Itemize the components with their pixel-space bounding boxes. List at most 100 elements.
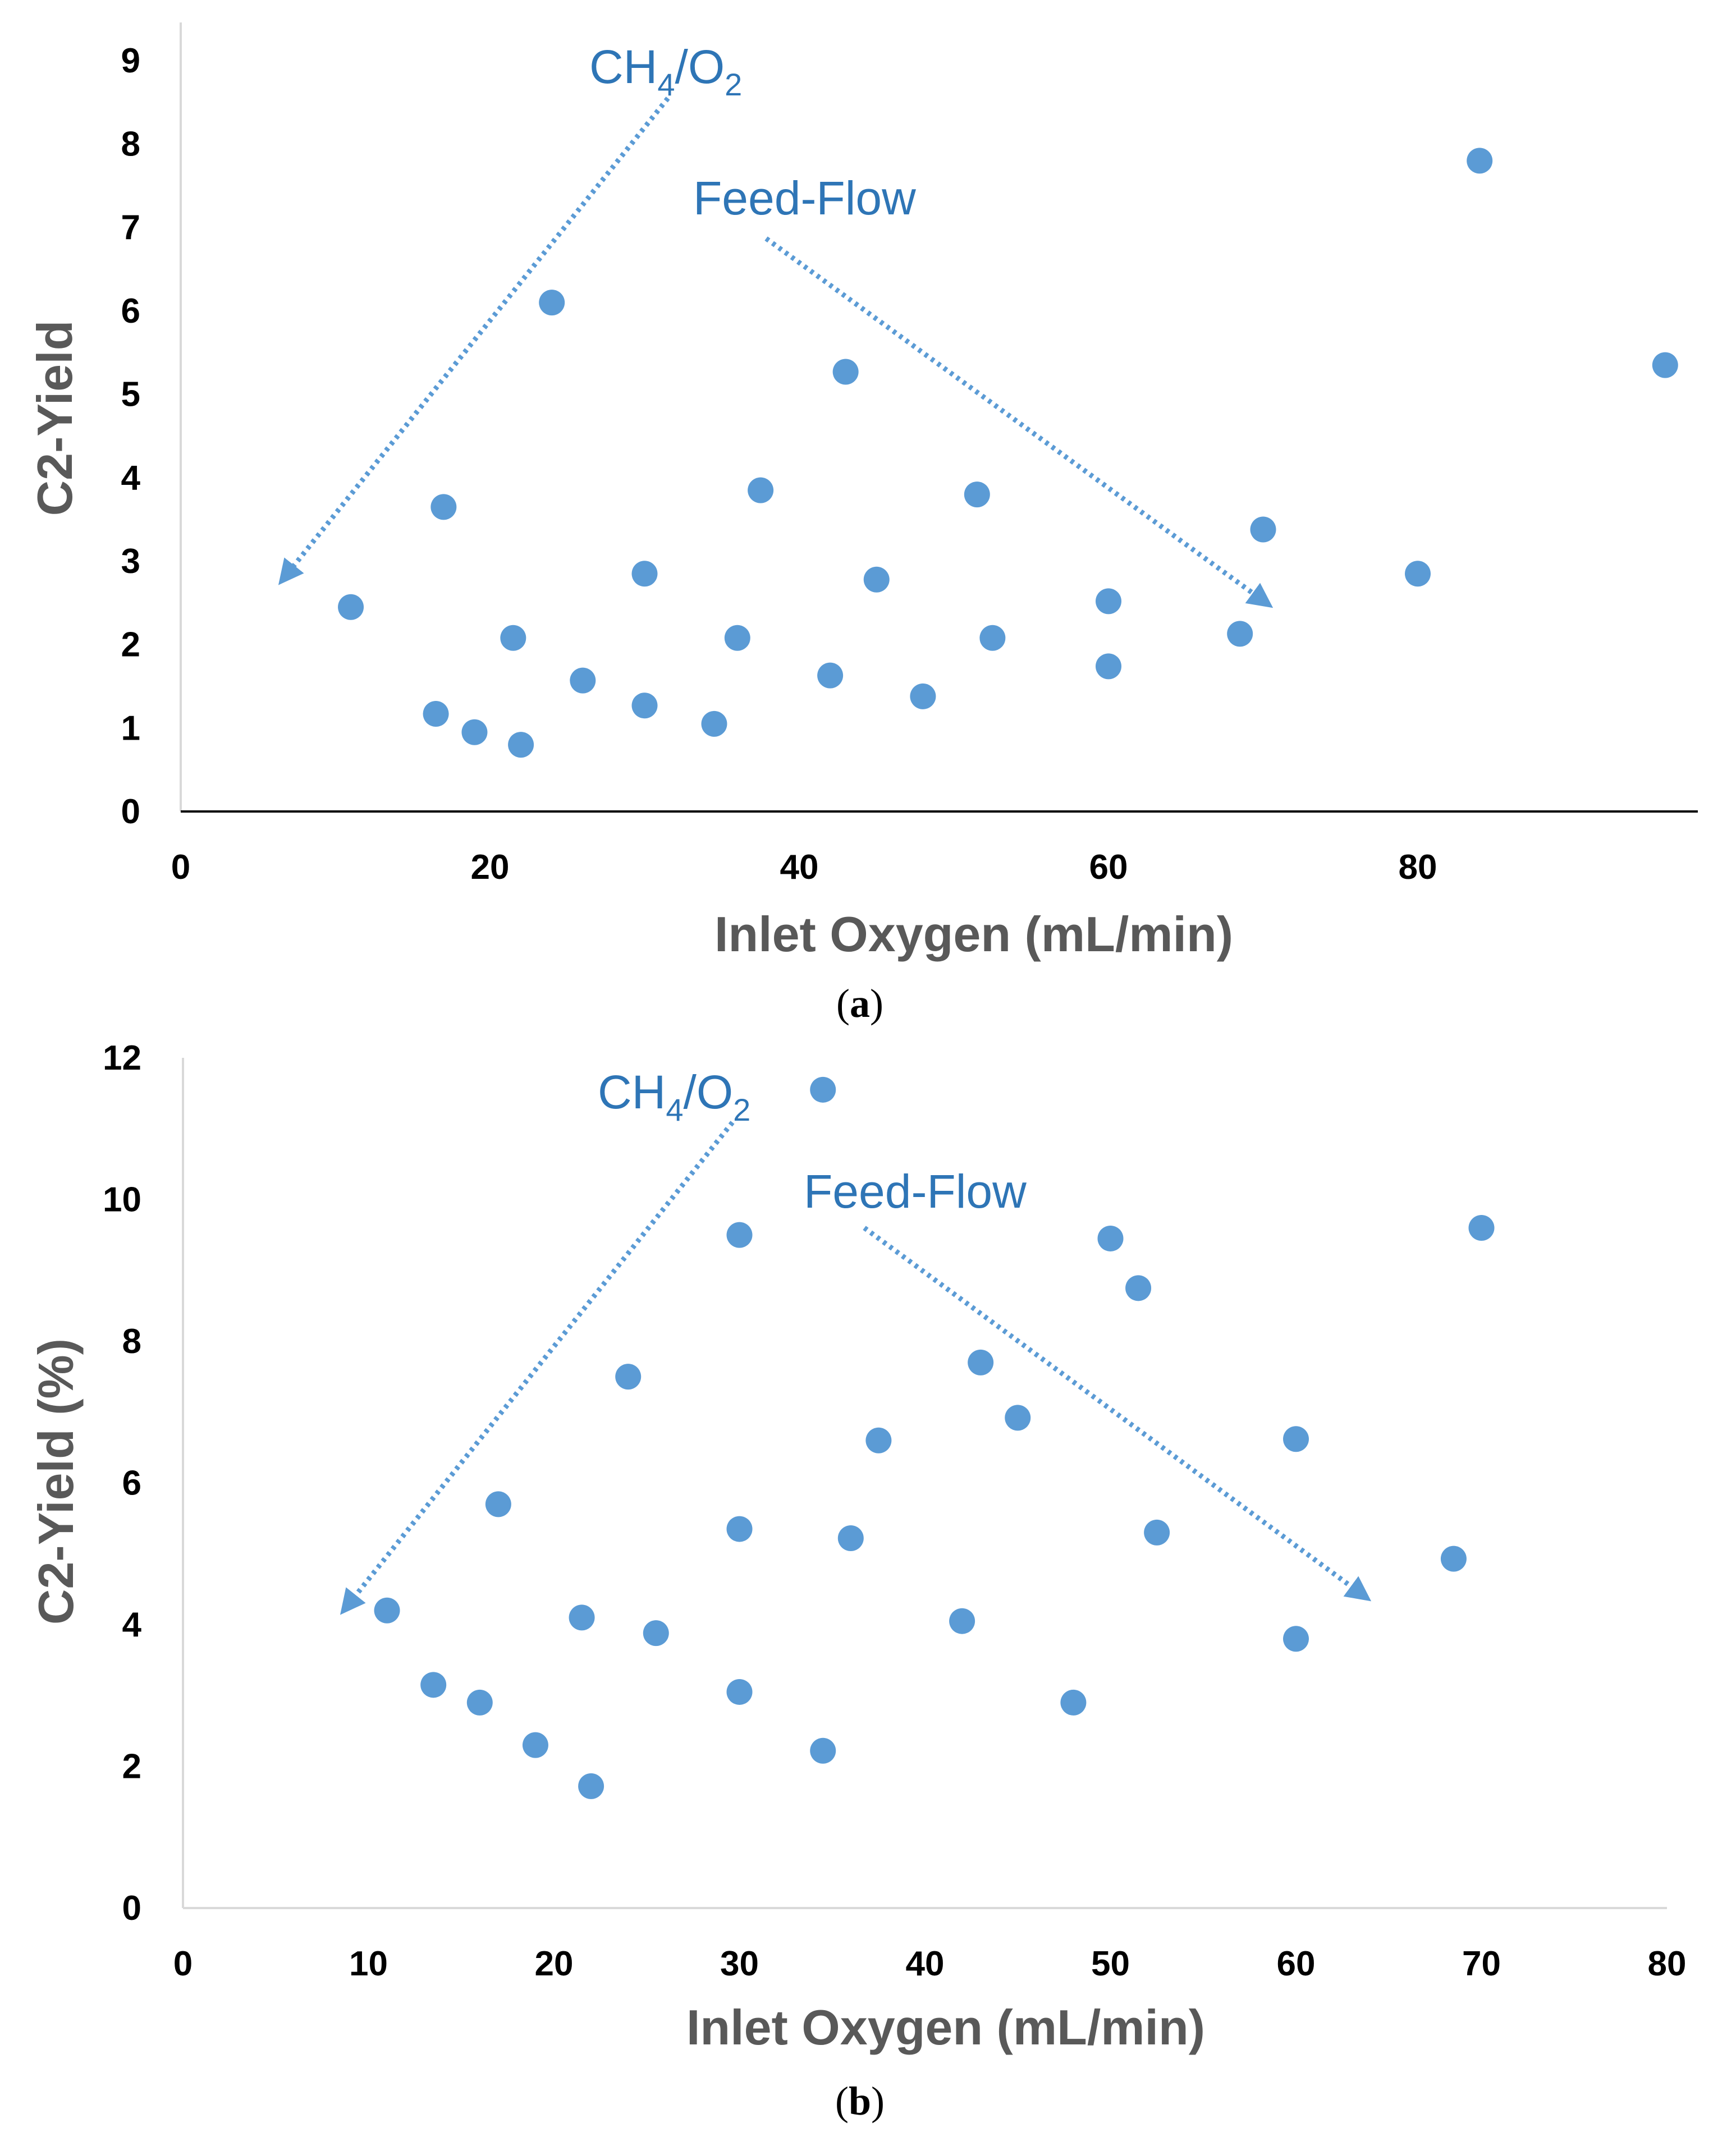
data-point [964, 481, 990, 508]
data-point [817, 662, 844, 689]
y-tick-label: 2 [122, 1748, 141, 1786]
y-axis-title-a: C2-Yield [27, 320, 83, 516]
scatter-points-a [338, 148, 1678, 758]
data-point [430, 494, 457, 520]
data-point [1125, 1275, 1152, 1301]
data-point [420, 1672, 447, 1698]
data-point [701, 710, 727, 737]
data-point [748, 477, 774, 503]
data-point [1283, 1426, 1309, 1452]
data-point [338, 594, 364, 620]
y-tick-label: 10 [103, 1181, 141, 1219]
ch4-o2-label-a: CH4/O2 [589, 40, 742, 102]
y-tick-label: 4 [122, 1606, 142, 1644]
y-tick-label: 6 [122, 1464, 141, 1503]
scatter-points-b [374, 1076, 1495, 1799]
chart-panel-a: 0 1 2 3 4 5 6 7 8 9 0 20 40 60 80 CH4/O2 Feed-Flow In… [27, 22, 1698, 1026]
data-point [1468, 1215, 1495, 1241]
feed-flow-arrow-a [764, 236, 1274, 608]
y-tick-label: 12 [103, 1039, 141, 1077]
data-point [1096, 588, 1121, 614]
data-point [979, 625, 1006, 651]
y-tick-label: 9 [121, 42, 140, 80]
x-tick-label: 60 [1089, 848, 1128, 887]
data-point [615, 1364, 642, 1390]
chart-panel-b: 0 2 4 6 8 10 12 0 10 20 30 40 50 60 70 80 CH4/O2 Feed-… [28, 1039, 1686, 2124]
y-tick-label: 5 [121, 375, 140, 414]
x-tick-label: 30 [720, 1945, 759, 1983]
data-point [910, 683, 936, 709]
data-point [1097, 1225, 1124, 1251]
ch4-o2-arrow-b [340, 1121, 735, 1615]
data-point [423, 701, 449, 727]
feed-flow-label-a: Feed-Flow [693, 172, 916, 224]
data-point [485, 1491, 511, 1517]
data-point [726, 1679, 753, 1705]
data-point [1144, 1519, 1170, 1546]
data-point [1227, 621, 1253, 647]
x-tick-label: 70 [1462, 1945, 1501, 1983]
y-tick-label: 8 [121, 125, 140, 164]
data-point [461, 719, 488, 745]
panel-caption-a: (a) [836, 981, 883, 1026]
y-tick-label: 0 [122, 1889, 141, 1928]
y-tick-label: 8 [122, 1322, 141, 1361]
x-tick-label: 20 [535, 1945, 574, 1983]
y-axis-ticks-b: 0 2 4 6 8 10 12 [103, 1039, 141, 1928]
y-tick-label: 7 [121, 208, 140, 247]
data-point [1405, 561, 1431, 587]
data-point [726, 1222, 753, 1248]
x-axis-title-b: Inlet Oxygen (mL/min) [686, 2000, 1205, 2055]
data-point [643, 1620, 669, 1647]
data-point [1467, 148, 1493, 174]
x-tick-label: 40 [906, 1945, 945, 1983]
x-tick-label: 20 [471, 848, 510, 887]
y-tick-label: 6 [121, 292, 140, 331]
data-point [726, 1516, 753, 1542]
x-tick-label: 0 [171, 848, 190, 887]
data-point [1005, 1405, 1031, 1431]
y-tick-label: 4 [121, 458, 141, 497]
x-tick-label: 0 [173, 1945, 193, 1983]
data-point [578, 1773, 604, 1799]
data-point [832, 359, 859, 385]
data-point [810, 1076, 836, 1103]
data-point [968, 1349, 994, 1375]
x-tick-label: 40 [780, 848, 819, 887]
x-tick-label: 80 [1648, 1945, 1687, 1983]
ch4-o2-arrow-a [278, 97, 670, 585]
data-point [374, 1597, 400, 1624]
data-point [1060, 1689, 1087, 1716]
data-point [949, 1608, 975, 1634]
y-tick-label: 0 [121, 792, 140, 831]
data-point [1096, 653, 1121, 680]
x-tick-label: 50 [1091, 1945, 1130, 1983]
y-axis-ticks-a: 0 1 2 3 4 5 6 7 8 9 [121, 42, 141, 831]
data-point [466, 1689, 493, 1716]
data-point [539, 290, 565, 316]
x-tick-label: 10 [349, 1945, 388, 1983]
data-point [724, 625, 750, 651]
data-point [810, 1737, 836, 1764]
x-axis-ticks-a: 0 20 40 60 80 [171, 848, 1437, 887]
data-point [570, 667, 596, 694]
data-point [631, 693, 658, 719]
data-point [837, 1525, 864, 1551]
data-point [1440, 1546, 1467, 1572]
x-tick-label: 80 [1399, 848, 1437, 887]
y-axis-title-b: C2-Yield (%) [28, 1338, 84, 1625]
data-point [1652, 352, 1678, 378]
ch4-o2-label-b: CH4/O2 [598, 1066, 750, 1127]
y-tick-label: 3 [121, 542, 140, 581]
data-point [1283, 1626, 1309, 1652]
data-point [863, 566, 890, 593]
x-axis-title-a: Inlet Oxygen (mL/min) [714, 906, 1233, 962]
data-point [508, 732, 534, 758]
feed-flow-label-b: Feed-Flow [804, 1165, 1027, 1218]
data-point [569, 1604, 595, 1631]
panel-caption-b: (b) [835, 2079, 885, 2124]
x-axis-ticks-b: 0 10 20 30 40 50 60 70 80 [173, 1945, 1687, 1983]
data-point [1250, 516, 1276, 543]
data-point [500, 625, 526, 651]
